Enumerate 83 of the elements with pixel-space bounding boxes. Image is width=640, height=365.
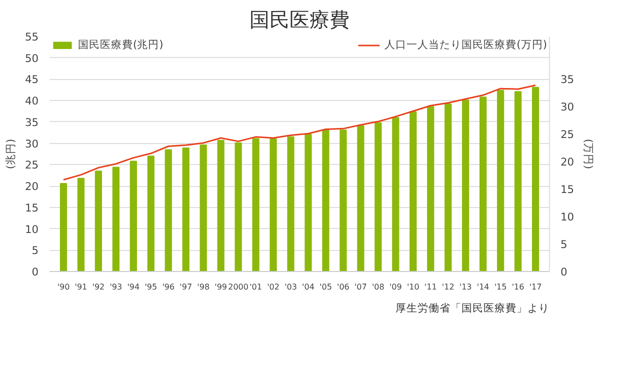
bar bbox=[304, 134, 312, 272]
x-tick-label: '10 bbox=[406, 282, 420, 292]
x-tick-label: '94 bbox=[127, 282, 140, 292]
x-tick-label: '07 bbox=[354, 282, 367, 292]
bar bbox=[130, 160, 137, 272]
x-tick-label: '91 bbox=[74, 282, 88, 292]
bar bbox=[444, 104, 452, 272]
bar bbox=[112, 166, 120, 272]
x-tick-label: '92 bbox=[92, 282, 105, 292]
y-tick-label: 45 bbox=[24, 73, 39, 86]
legend-label: 人口一人当たり国民医療費(万円) bbox=[384, 38, 547, 52]
x-tick-label: '98 bbox=[197, 282, 210, 292]
bar bbox=[532, 86, 540, 272]
chart-title: 国民医療費 bbox=[250, 8, 350, 32]
y-tick-label: 10 bbox=[24, 222, 39, 236]
x-tick-label: '02 bbox=[267, 282, 280, 292]
y-tick-label: 0 bbox=[32, 266, 39, 278]
bar bbox=[480, 96, 487, 272]
bar bbox=[514, 91, 522, 272]
text: 厚生労働省「国民医療費」より bbox=[396, 302, 550, 314]
bar bbox=[200, 144, 207, 272]
x-tick-label: '15 bbox=[494, 282, 507, 292]
y-tick-label: 5 bbox=[32, 244, 38, 258]
bar bbox=[496, 90, 504, 272]
x-tick-label: '93 bbox=[110, 282, 122, 292]
y2-tick-label: 25 bbox=[560, 128, 574, 142]
x-tick-label: '17 bbox=[529, 282, 542, 292]
x-tick-label: '90 bbox=[57, 282, 70, 292]
x-tick-label: '11 bbox=[424, 282, 437, 292]
bar bbox=[427, 106, 434, 272]
x-tick-label: '01 bbox=[250, 282, 262, 292]
x-tick-label: '96 bbox=[162, 282, 175, 292]
bar bbox=[357, 125, 364, 272]
bar bbox=[147, 156, 154, 272]
bar bbox=[270, 138, 277, 272]
x-tick-label: '12 bbox=[442, 282, 454, 292]
x-tick-label: '14 bbox=[476, 282, 490, 292]
y2-tick-label: 5 bbox=[560, 238, 568, 252]
bar bbox=[77, 178, 85, 272]
y-tick-label: 30 bbox=[24, 137, 39, 150]
bar bbox=[322, 130, 330, 272]
y-tick-label: 15 bbox=[24, 201, 39, 214]
x-tick-label: '03 bbox=[284, 282, 297, 292]
y2-axis-title: (万円) bbox=[582, 138, 596, 170]
bar bbox=[217, 140, 224, 272]
bar bbox=[252, 138, 260, 272]
x-tick-label: '97 bbox=[180, 282, 192, 292]
y2-tick-label: 30 bbox=[560, 100, 574, 114]
bar bbox=[164, 149, 172, 272]
bar bbox=[182, 148, 190, 272]
y2-tick-label: 15 bbox=[560, 183, 574, 196]
y2-tick-label: 20 bbox=[560, 156, 574, 169]
bar bbox=[410, 111, 417, 272]
x-tick-label: 2000 bbox=[228, 282, 248, 292]
x-tick-label: '99 bbox=[214, 282, 228, 292]
bar bbox=[392, 117, 400, 272]
line-series bbox=[62, 84, 536, 181]
y2-tick-label: 0 bbox=[560, 266, 568, 278]
bar bbox=[94, 170, 102, 272]
legend-label: 国民医療費(兆円) bbox=[78, 38, 164, 52]
bar bbox=[340, 130, 347, 272]
bar bbox=[60, 182, 68, 272]
bar bbox=[287, 136, 294, 272]
bar bbox=[374, 122, 382, 272]
y-tick-label: 55 bbox=[24, 30, 39, 44]
x-tick-label: '05 bbox=[320, 282, 332, 292]
y2-tick-label: 10 bbox=[560, 210, 574, 224]
y-tick-label: 40 bbox=[24, 94, 39, 108]
y-tick-label: 50 bbox=[24, 52, 39, 65]
x-tick-label: '08 bbox=[372, 282, 384, 292]
x-tick-label: '16 bbox=[512, 282, 524, 292]
y-tick-label: 35 bbox=[24, 116, 39, 129]
y-tick-label: 25 bbox=[24, 158, 39, 172]
bar bbox=[462, 100, 470, 272]
bar bbox=[234, 142, 242, 272]
y2-tick-label: 35 bbox=[560, 73, 574, 86]
x-tick-label: '06 bbox=[337, 282, 350, 292]
x-tick-label: '09 bbox=[389, 282, 402, 292]
y-tick-label: 20 bbox=[24, 180, 39, 194]
x-tick-label: '95 bbox=[144, 282, 158, 292]
y-axis-title: (兆円) bbox=[4, 138, 17, 170]
x-tick-label: '13 bbox=[459, 282, 472, 292]
x-tick-label: '04 bbox=[302, 282, 314, 292]
